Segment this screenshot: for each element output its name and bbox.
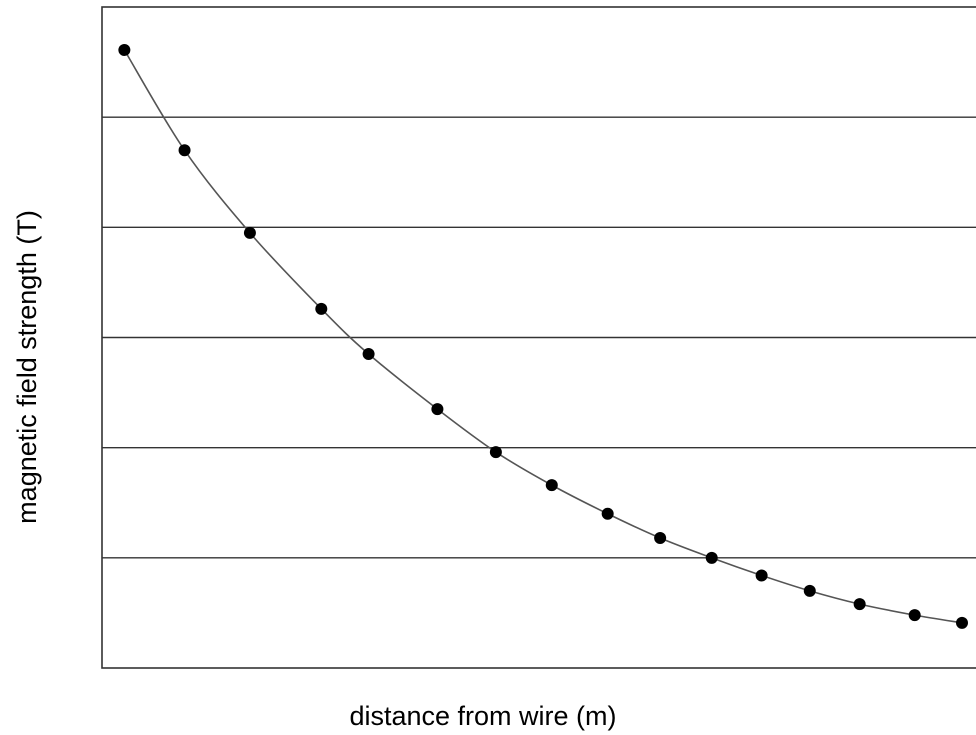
- data-point-5: [362, 348, 375, 361]
- y-axis-label: magnetic field strength (T): [12, 210, 42, 524]
- data-point-2: [178, 144, 191, 157]
- data-point-16: [956, 616, 968, 629]
- data-point-13: [803, 584, 816, 597]
- data-point-10: [654, 532, 667, 545]
- data-point-8: [545, 479, 558, 492]
- plot-frame: [101, 6, 976, 669]
- data-point-14: [853, 598, 866, 611]
- data-point-11: [705, 551, 718, 564]
- data-point-15: [908, 609, 921, 622]
- data-point-6: [431, 403, 444, 416]
- data-point-3: [243, 226, 256, 239]
- gridlines: [102, 116, 976, 559]
- x-axis-label: distance from wire (m): [349, 701, 616, 731]
- data-point-7: [489, 446, 502, 459]
- data-point-9: [601, 507, 614, 520]
- fit-curve: [123, 49, 963, 624]
- data-point-1: [118, 43, 131, 56]
- data-points: [118, 43, 968, 629]
- data-point-12: [755, 569, 768, 582]
- data-point-4: [315, 302, 328, 315]
